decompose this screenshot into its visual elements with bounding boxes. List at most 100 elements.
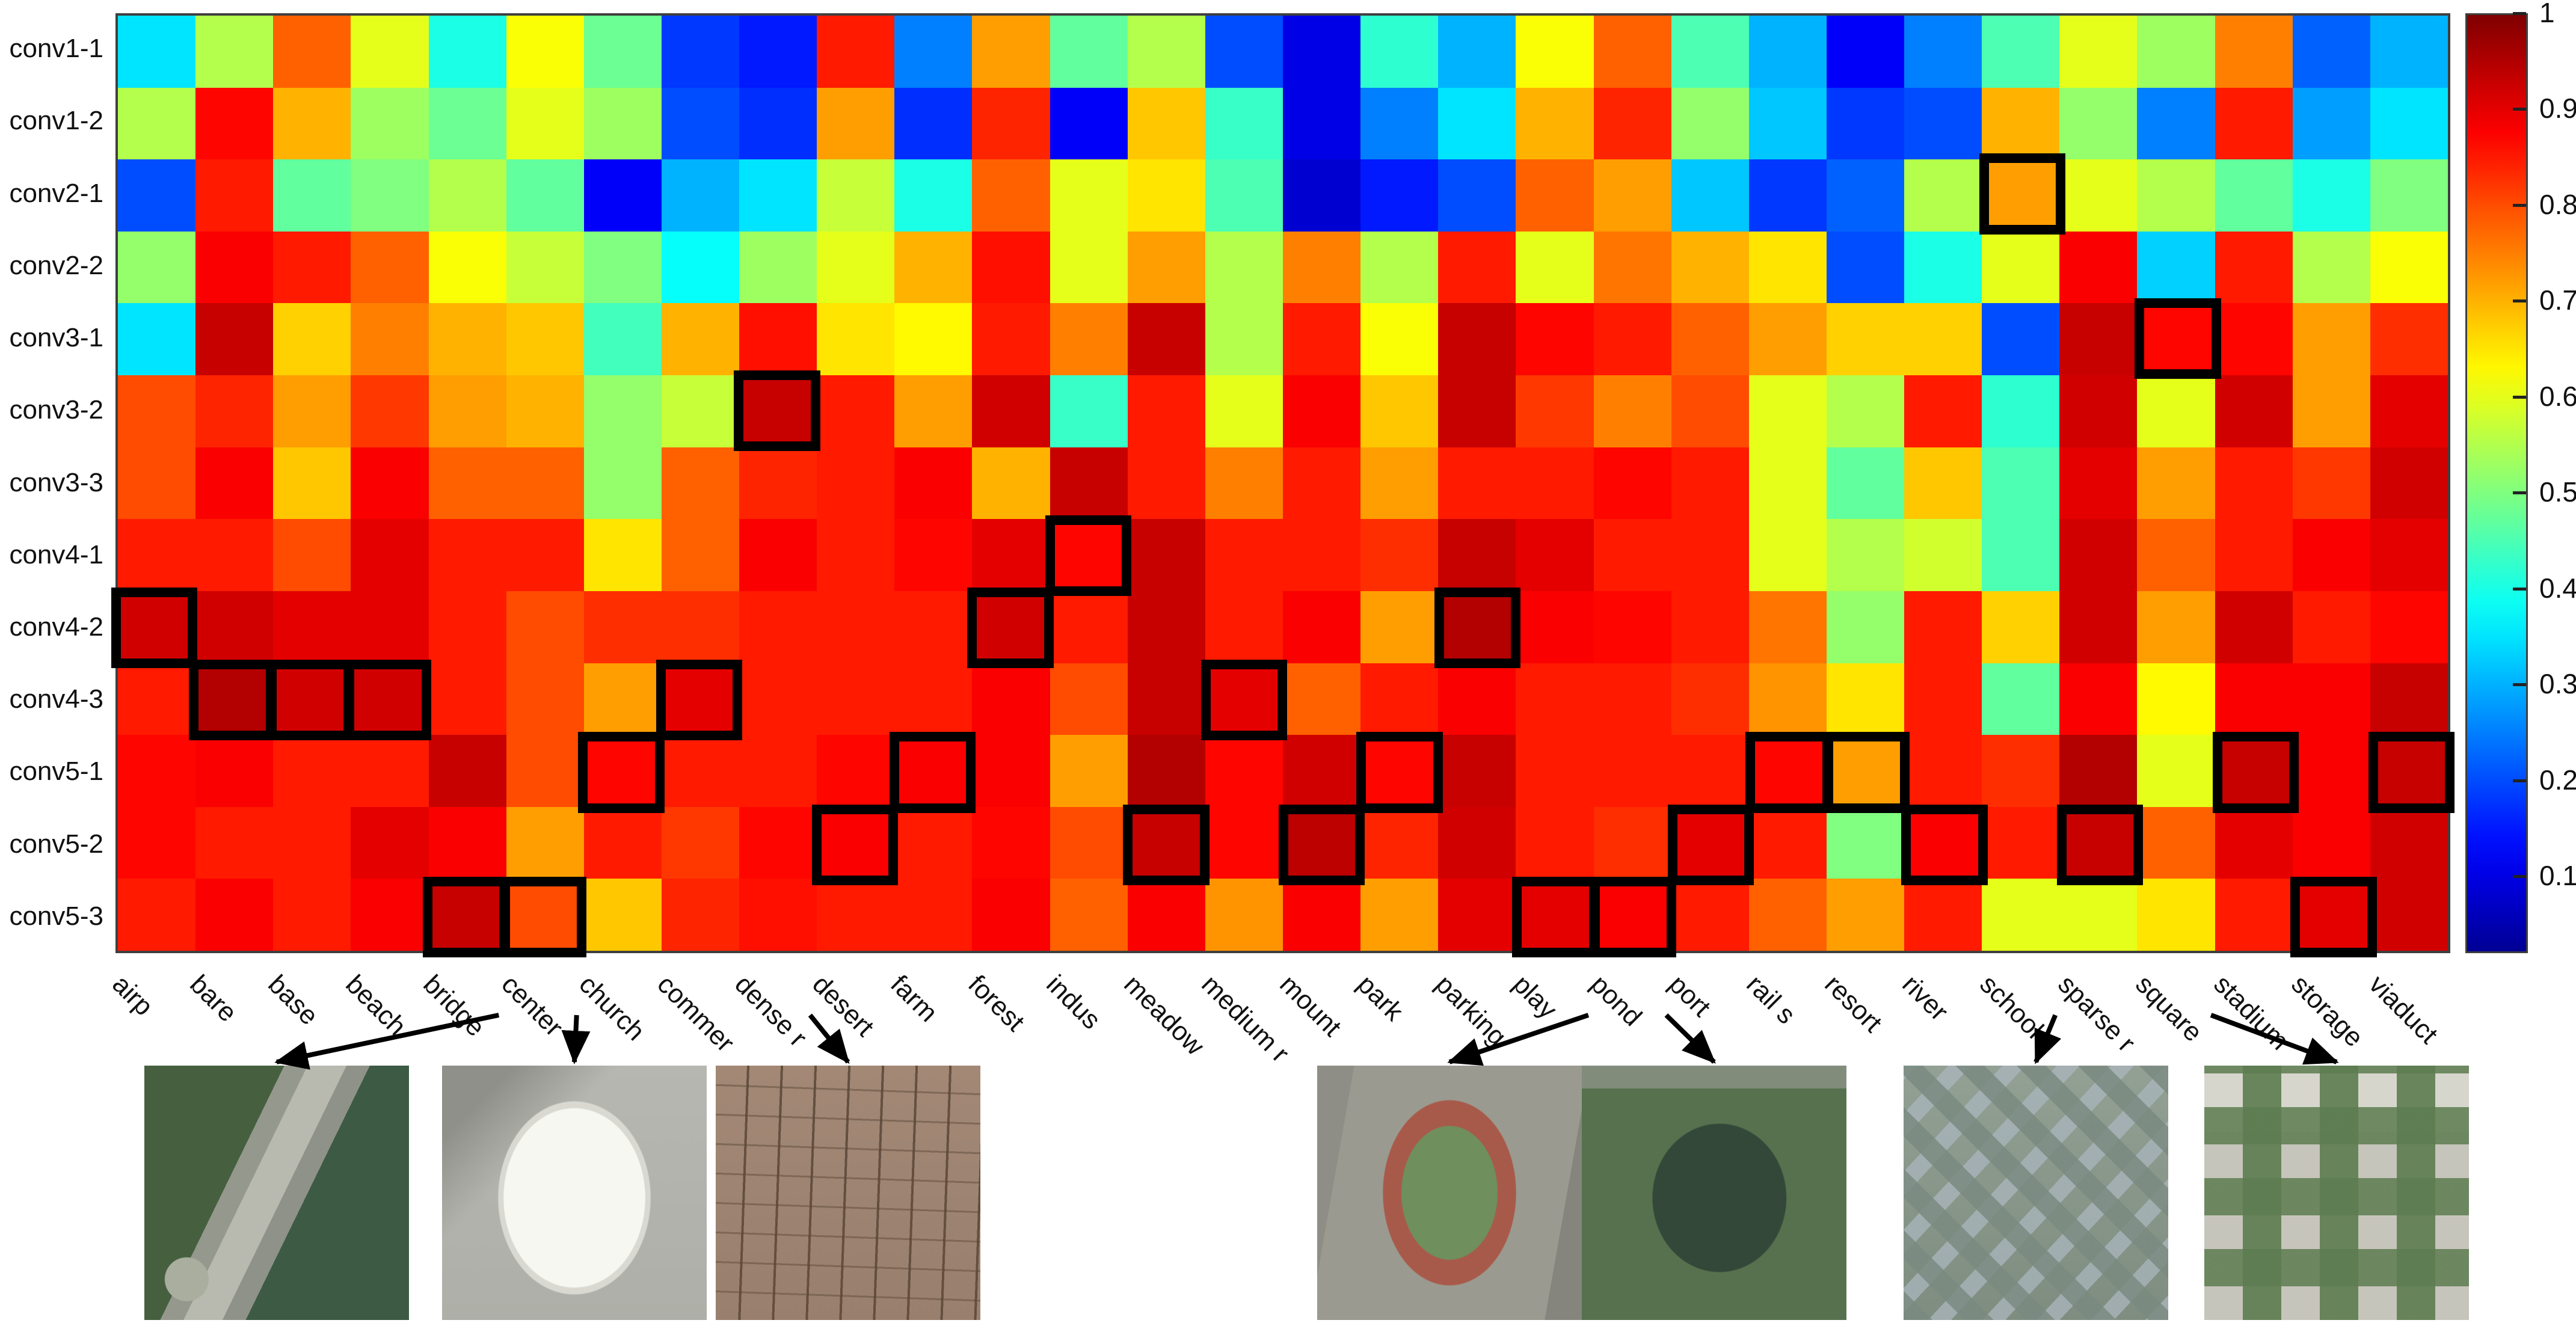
- heatmap-cell: [2059, 879, 2138, 951]
- col-label: church: [573, 969, 651, 1047]
- heatmap-cell: [351, 16, 429, 88]
- heatmap-cell: [817, 87, 895, 160]
- colorbar-tick: [2513, 12, 2526, 15]
- heatmap-cell: [817, 159, 895, 232]
- heatmap-cell: [2059, 735, 2138, 807]
- heatmap-cell: [118, 591, 196, 663]
- heatmap-cell: [351, 519, 429, 591]
- heatmap-cell: [972, 231, 1050, 304]
- row-label: conv3-2: [9, 395, 103, 425]
- heatmap-cell: [1904, 663, 1982, 735]
- heatmap-cell: [428, 519, 506, 591]
- heatmap-cell: [1360, 519, 1439, 591]
- heatmap-cell: [195, 519, 274, 591]
- heatmap-cell: [1127, 303, 1205, 376]
- heatmap-cell: [1205, 16, 1283, 88]
- heatmap-cell: [1904, 519, 1982, 591]
- colorbar-tick-label: 0.1: [2539, 860, 2576, 892]
- heatmap-cell: [1282, 375, 1361, 447]
- heatmap-cell: [1671, 735, 1749, 807]
- heatmap-cell: [1205, 231, 1283, 304]
- heatmap-cell: [2215, 806, 2293, 879]
- heatmap-cell: [1205, 806, 1283, 879]
- heatmap-cell: [583, 375, 662, 447]
- heatmap-cell: [118, 87, 196, 160]
- heatmap-cell: [1050, 16, 1128, 88]
- heatmap-cell: [1438, 16, 1516, 88]
- heatmap-cell: [661, 16, 740, 88]
- heatmap-cell: [894, 519, 973, 591]
- heatmap-cell: [739, 87, 817, 160]
- heatmap-cell: [1982, 303, 2060, 376]
- heatmap-cell: [1205, 303, 1283, 376]
- heatmap-cell: [1360, 879, 1439, 951]
- heatmap-cell: [894, 735, 973, 807]
- heatmap-cell: [2370, 663, 2448, 735]
- heatmap-cell: [1826, 303, 1905, 376]
- colorbar-tick-label: 0.7: [2539, 284, 2576, 316]
- heatmap-cell: [1982, 591, 2060, 663]
- heatmap-cell: [894, 447, 973, 520]
- heatmap-cell: [2370, 879, 2448, 951]
- row-label: conv3-3: [9, 467, 103, 497]
- col-label: bare: [184, 969, 243, 1028]
- heatmap-cell: [1671, 375, 1749, 447]
- heatmap-cell: [2292, 375, 2370, 447]
- heatmap-cell: [817, 663, 895, 735]
- heatmap-cell: [1516, 87, 1594, 160]
- colorbar-tick-label: 0.6: [2539, 380, 2576, 412]
- heatmap-cell: [351, 735, 429, 807]
- heatmap-cell: [118, 735, 196, 807]
- heatmap-cell: [1593, 663, 1671, 735]
- heatmap-cell: [1127, 519, 1205, 591]
- heatmap-cell: [2215, 879, 2293, 951]
- heatmap-cell: [2059, 303, 2138, 376]
- heatmap-cell: [661, 663, 740, 735]
- heatmap-cell: [1904, 447, 1982, 520]
- heatmap-cell: [195, 735, 274, 807]
- heatmap-cell: [583, 806, 662, 879]
- heatmap-cell: [2370, 447, 2448, 520]
- heatmap-cell: [1904, 591, 1982, 663]
- heatmap-cell: [1748, 735, 1827, 807]
- heatmap-cell: [506, 159, 584, 232]
- colorbar-tick: [2513, 203, 2526, 207]
- heatmap-cell: [1516, 806, 1594, 879]
- heatmap-cell: [583, 663, 662, 735]
- col-label: parking: [1429, 969, 1512, 1052]
- heatmap-cell: [351, 303, 429, 376]
- heatmap-cell: [195, 591, 274, 663]
- heatmap-cell: [972, 591, 1050, 663]
- heatmap-cell: [1050, 591, 1128, 663]
- heatmap-cell: [894, 806, 973, 879]
- heatmap-cell: [661, 879, 740, 951]
- heatmap-cell: [894, 159, 973, 232]
- heatmap-cell: [1438, 591, 1516, 663]
- heatmap-cell: [1438, 663, 1516, 735]
- heatmap-cell: [1360, 231, 1439, 304]
- heatmap-cell: [1205, 591, 1283, 663]
- sample-image-pond: [1582, 1066, 1846, 1320]
- heatmap-cell: [739, 303, 817, 376]
- heatmap-cell: [1593, 87, 1671, 160]
- heatmap-cell: [428, 16, 506, 88]
- heatmap-cell: [273, 16, 351, 88]
- heatmap-cell: [2059, 806, 2138, 879]
- heatmap-cell: [894, 303, 973, 376]
- heatmap-cell: [1050, 447, 1128, 520]
- heatmap-cell: [894, 16, 973, 88]
- heatmap-cell: [894, 375, 973, 447]
- heatmap-cell: [739, 735, 817, 807]
- heatmap-cell: [1593, 231, 1671, 304]
- heatmap-cell: [2370, 519, 2448, 591]
- heatmap-cell: [1516, 303, 1594, 376]
- heatmap-cell: [1438, 806, 1516, 879]
- heatmap-cell: [1904, 806, 1982, 879]
- heatmap-cell: [972, 303, 1050, 376]
- heatmap-cell: [428, 735, 506, 807]
- heatmap-cell: [1982, 159, 2060, 232]
- heatmap-cell: [2137, 519, 2215, 591]
- col-label: sparse r: [2052, 969, 2141, 1058]
- heatmap-cell: [2292, 231, 2370, 304]
- heatmap-cell: [2059, 447, 2138, 520]
